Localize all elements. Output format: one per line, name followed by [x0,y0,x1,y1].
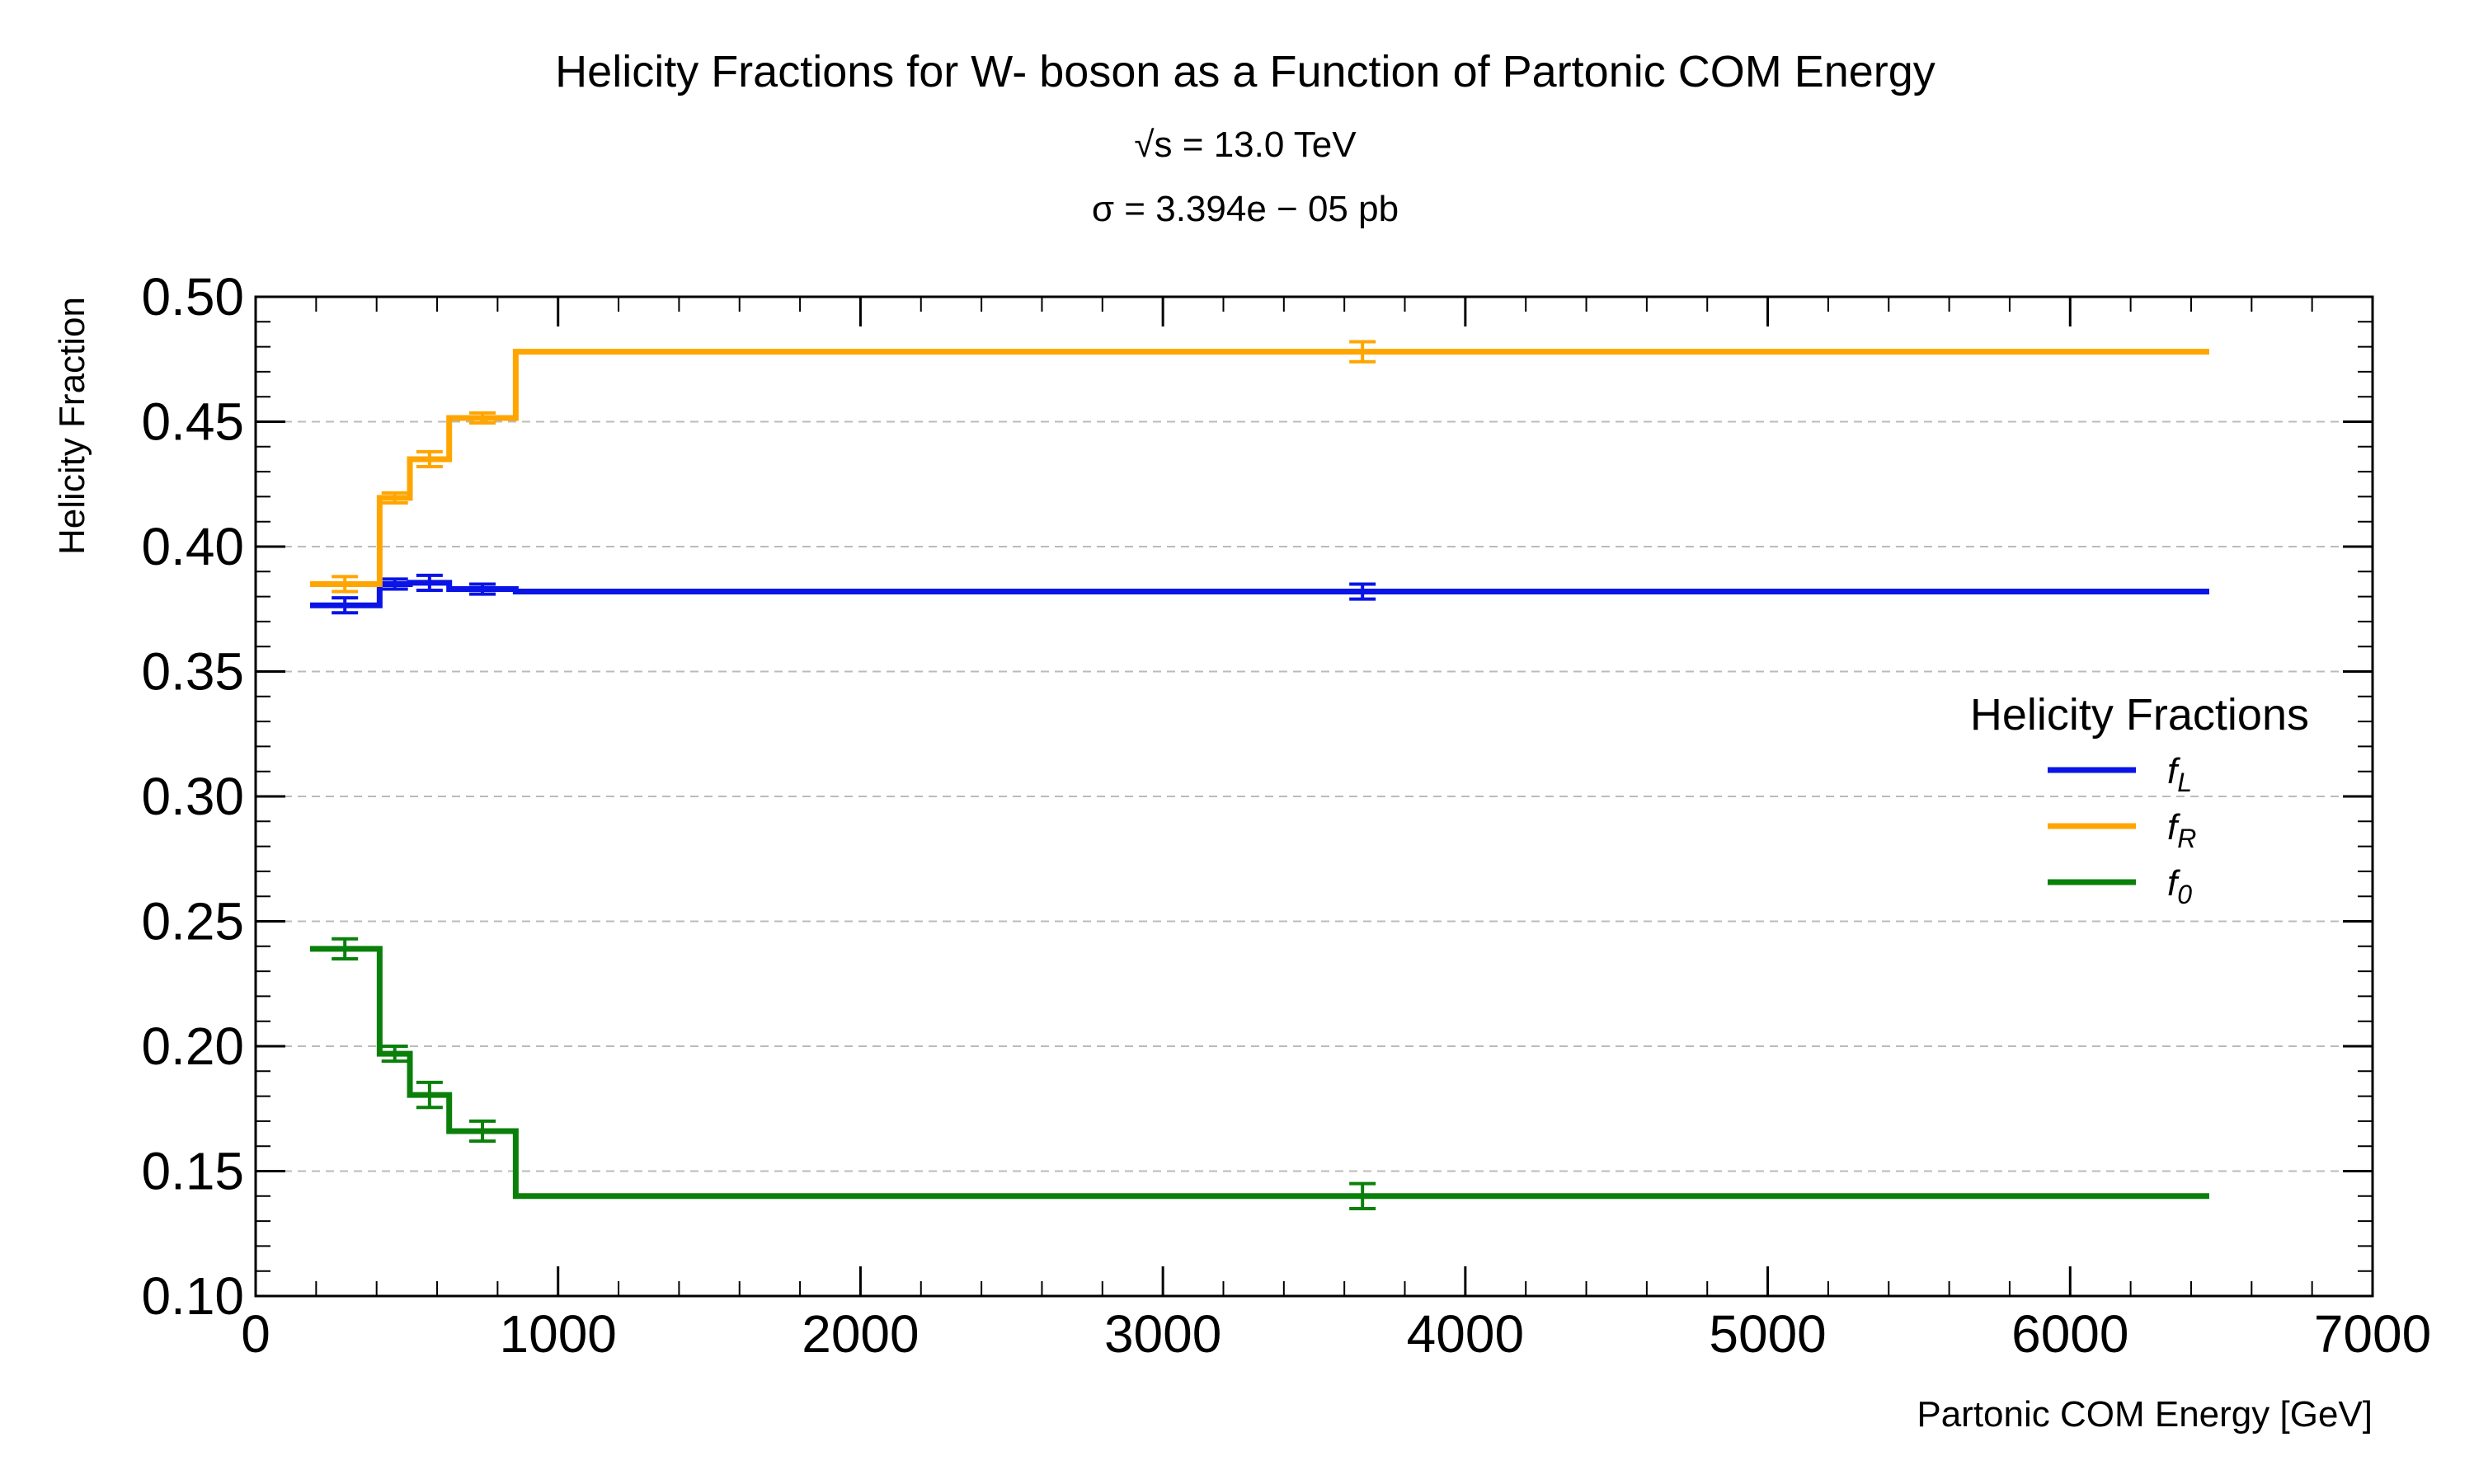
error-bar-fR [469,411,496,425]
error-bar-fR [1349,340,1376,364]
legend-title: Helicity Fractions [1970,690,2309,740]
error-bar-fL [469,582,496,596]
legend-label: f0 [2167,863,2192,909]
chart-subtitle-sigma: σ = 3.394e − 05 pb [1092,189,1399,229]
y-tick-label: 0.10 [141,1266,244,1326]
error-bar-f0 [469,1119,496,1144]
error-bar-fL [416,573,443,593]
legend-item-fR: fR [2048,807,2196,853]
grid-lines [256,420,2373,1172]
error-bar-f0 [1349,1181,1376,1210]
chart-title: Helicity Fractions for W- boson as a Fun… [555,47,1935,96]
error-bar-fL [332,596,359,615]
legend-item-f0: f0 [2048,863,2192,909]
error-bar-fL [381,577,408,591]
y-axis-label: Helicity Fraction [52,297,92,555]
series-layer [310,340,2209,1210]
legend-label: fR [2167,807,2196,853]
error-bar-fR [416,449,443,469]
error-bar-f0 [416,1080,443,1110]
series-line-f0 [310,946,2209,1200]
x-axis-label: Partonic COM Energy [GeV] [1917,1394,2373,1435]
series-fR [310,340,2209,594]
x-tick-label: 7000 [2314,1304,2431,1364]
y-tick-label: 0.25 [141,892,244,951]
x-tick-label: 4000 [1407,1304,1524,1364]
x-tick-label: 3000 [1104,1304,1221,1364]
x-tick-label: 6000 [2011,1304,2128,1364]
legend: Helicity Fractions fL fR f0 [1970,690,2309,909]
series-line-fR [310,349,2209,587]
x-tick-label: 0 [241,1304,270,1364]
error-bar-f0 [332,937,359,960]
y-tick-label: 0.15 [141,1142,244,1201]
series-line-fL [310,580,2209,608]
error-bar-fL [1349,582,1376,601]
chart-subtitle-sqrt-s: √s = 13.0 TeV [1134,124,1357,165]
y-tick-label: 0.50 [141,267,244,326]
error-bar-fR [381,491,408,505]
y-tick-label: 0.35 [141,642,244,702]
error-bar-fR [332,575,359,594]
legend-item-fL: fL [2048,751,2192,797]
y-tick-label: 0.20 [141,1017,244,1076]
legend-label: fL [2167,751,2192,797]
plot-frame [254,295,2374,1298]
x-tick-label: 1000 [500,1304,617,1364]
series-fL [310,573,2209,615]
x-tick-label: 5000 [1709,1304,1826,1364]
series-f0 [310,937,2209,1210]
axis-tick-labels: 0.10 0.15 0.20 0.25 0.30 0.35 0.40 0.45 0.50 0 100… [141,267,2431,1364]
x-tick-label: 2000 [802,1304,919,1364]
y-tick-label: 0.40 [141,517,244,576]
error-bar-f0 [381,1045,408,1064]
y-tick-label: 0.30 [141,767,244,826]
y-tick-label: 0.45 [141,392,244,452]
